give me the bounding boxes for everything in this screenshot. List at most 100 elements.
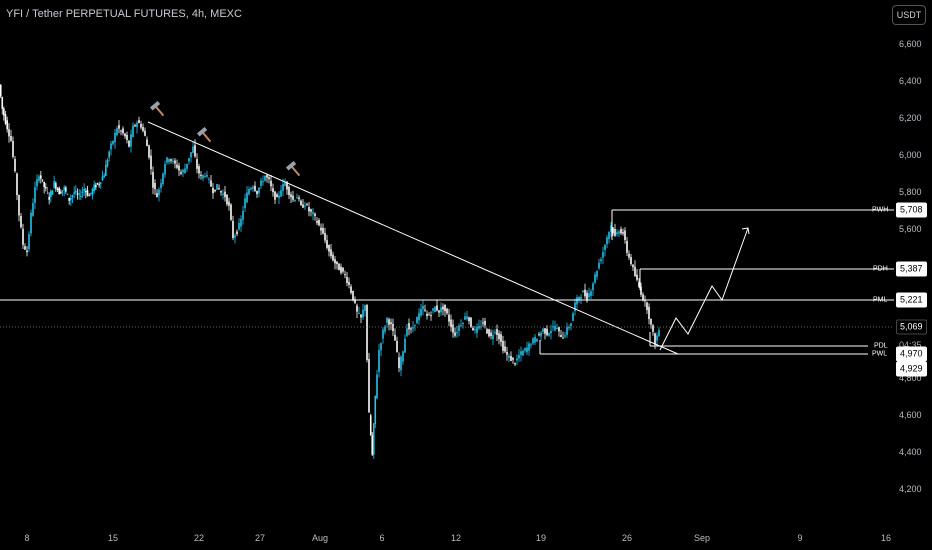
candle-body — [554, 325, 556, 331]
candle-body — [562, 337, 564, 339]
y-tick-label: 4,800 — [899, 372, 922, 383]
pwh-tag: PWH — [872, 206, 889, 214]
candle-body — [618, 231, 620, 234]
candle-body — [22, 228, 24, 245]
candle-body — [110, 143, 112, 150]
candle-body — [51, 190, 54, 195]
candle-body — [158, 189, 160, 196]
candle-body — [314, 213, 316, 216]
candle-body — [520, 351, 522, 356]
candle-body — [454, 332, 456, 336]
candle-body — [85, 191, 87, 193]
candle-body — [108, 151, 110, 158]
candle-body — [86, 190, 89, 196]
candle-body — [252, 186, 254, 189]
candle-body — [240, 219, 242, 227]
candle-body — [28, 234, 30, 250]
candle-body — [596, 270, 598, 277]
candle-body — [218, 188, 220, 190]
candle-body — [360, 314, 362, 318]
x-tick-label: 12 — [450, 533, 462, 543]
candle-body — [626, 240, 628, 253]
candle-body — [354, 299, 356, 303]
candle-body — [414, 324, 416, 326]
candle-body — [540, 332, 542, 337]
candle-body — [316, 220, 318, 223]
candle-body — [304, 205, 306, 207]
candle-body — [350, 286, 352, 293]
candle-body — [262, 181, 264, 183]
candle-body — [464, 316, 466, 320]
candle-body — [462, 323, 464, 325]
candle-body — [26, 250, 28, 253]
candle-body — [644, 300, 646, 302]
candle-body — [368, 359, 370, 413]
candle-body — [658, 329, 660, 337]
candle-body — [356, 305, 358, 312]
candle-body — [472, 327, 474, 331]
candle-body — [65, 187, 67, 192]
candle-body — [508, 355, 510, 358]
candle-body — [408, 323, 410, 330]
candle-body — [366, 305, 368, 361]
candle-body — [118, 125, 120, 129]
candle-body — [432, 308, 434, 311]
candle-body — [138, 120, 140, 124]
pdl-tag: PDL — [874, 342, 888, 350]
candle-body — [88, 195, 90, 197]
candle-body — [620, 228, 622, 234]
chart-title: YFI / Tether PERPETUAL FUTURES, 4h, MEXC — [6, 8, 242, 20]
candle-body — [602, 252, 604, 258]
candle-body — [434, 306, 436, 312]
candle-body — [306, 203, 308, 205]
y-tick-label: 6,600 — [899, 39, 922, 49]
candle-body — [180, 172, 182, 174]
candle-body — [636, 274, 638, 280]
candle-body — [614, 229, 616, 236]
candle-body — [116, 128, 118, 136]
candle-body — [546, 328, 548, 336]
candle-body — [222, 193, 224, 195]
candle-body — [212, 187, 214, 194]
candle-body — [548, 333, 550, 336]
candle-body — [204, 176, 206, 178]
candle-body — [574, 302, 576, 311]
candle-body — [510, 355, 512, 362]
candle-body — [61, 190, 64, 192]
candle-body — [486, 329, 488, 334]
candle-body — [652, 325, 654, 332]
candle-body — [16, 173, 18, 196]
candle-body — [75, 190, 77, 193]
x-tick-label: Aug — [311, 533, 329, 543]
candle-body — [580, 296, 582, 299]
candle-body — [606, 237, 608, 245]
candle-body — [152, 171, 154, 188]
candle-body — [336, 261, 338, 265]
candle-body — [20, 216, 22, 228]
candle-body — [93, 184, 95, 191]
candle-body — [376, 374, 378, 399]
candle-body — [382, 329, 384, 339]
candle-body — [90, 192, 92, 194]
pdh-tag: PDH — [873, 265, 888, 273]
y-tick-label: 6,200 — [899, 113, 922, 124]
candle-body — [58, 187, 60, 195]
candle-body — [634, 266, 636, 277]
candle-body — [310, 209, 312, 212]
candle-body — [264, 175, 266, 181]
candle-body — [276, 194, 278, 198]
candle-body — [594, 274, 596, 283]
candle-body — [10, 136, 12, 141]
candles — [0, 84, 660, 459]
pwl-tag: PWL — [872, 350, 888, 358]
candle-body — [418, 313, 420, 321]
candle-body — [452, 324, 454, 333]
candle-body — [538, 334, 540, 336]
candle-body — [18, 195, 20, 216]
candle-body — [68, 197, 70, 201]
currency-selector[interactable]: USDT — [892, 5, 926, 25]
candle-body — [630, 257, 632, 265]
candle-body — [338, 263, 340, 271]
x-tick-label: 6 — [379, 533, 385, 543]
